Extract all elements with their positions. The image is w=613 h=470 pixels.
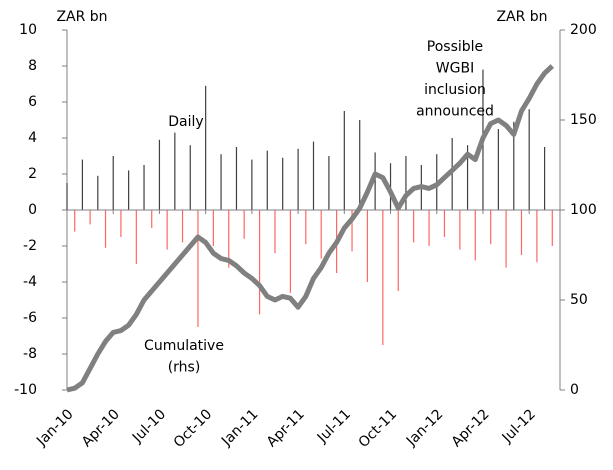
daily-bar (351, 210, 353, 252)
daily-bar (174, 132, 176, 210)
y-axis-label: ZAR bn (56, 9, 107, 25)
daily-bar (120, 210, 122, 237)
y-tick-label: -10 (14, 382, 37, 398)
daily-bar (181, 210, 184, 243)
daily-bar (312, 141, 315, 210)
daily-bar (112, 156, 114, 210)
y2-tick-label: 100 (570, 202, 597, 218)
annotation: Possible (427, 39, 483, 55)
daily-bar (520, 210, 523, 255)
daily-bar (189, 145, 191, 210)
daily-bar (382, 210, 384, 345)
annotation: (rhs) (168, 360, 201, 376)
daily-bar (282, 157, 284, 210)
daily-bar (374, 152, 376, 210)
y-tick-label: 6 (28, 94, 37, 110)
y2-tick-label: 200 (570, 22, 597, 38)
daily-bar (81, 159, 84, 210)
daily-bar (490, 210, 492, 245)
daily-bar (235, 147, 238, 210)
x-tick-label: Apr-10 (79, 406, 123, 450)
daily-bar (197, 210, 199, 327)
daily-bar (289, 210, 291, 293)
daily-bar (513, 121, 515, 210)
x-tick-label: Jan-11 (218, 406, 261, 449)
daily-bar (343, 111, 345, 210)
daily-bar (243, 210, 245, 239)
daily-bar (320, 210, 322, 259)
daily-bar (74, 210, 76, 232)
daily-bar (413, 210, 415, 243)
daily-bar (212, 210, 214, 246)
daily-bar (251, 159, 253, 210)
x-tick-label: Apr-12 (449, 406, 493, 450)
y-tick-label: -8 (23, 346, 37, 362)
y2-tick-label: 50 (570, 292, 588, 308)
daily-bar (220, 154, 222, 210)
daily-bar (89, 210, 91, 225)
daily-bar (97, 175, 99, 210)
daily-bar (266, 150, 268, 210)
x-tick-label: Oct-10 (171, 406, 216, 451)
daily-bar (328, 156, 330, 210)
y-tick-label: 0 (28, 202, 37, 218)
daily-bar (528, 109, 530, 210)
daily-bar (297, 148, 299, 210)
daily-bar (459, 210, 461, 250)
annotation: Cumulative (144, 338, 224, 354)
y-tick-label: 2 (28, 166, 37, 182)
y2-tick-label: 150 (570, 112, 597, 128)
daily-bar (428, 210, 430, 246)
daily-bar (543, 147, 546, 210)
x-tick-label: Jan-10 (33, 406, 76, 449)
daily-bar (151, 210, 153, 228)
daily-bar (305, 210, 307, 245)
x-tick-label: Jul-10 (129, 406, 169, 446)
y-tick-label: -4 (23, 274, 37, 290)
x-tick-label: Jan-12 (403, 406, 446, 449)
daily-bar (551, 210, 553, 246)
daily-bar (158, 139, 161, 210)
daily-bar (505, 210, 507, 268)
annotation: announced (416, 104, 494, 120)
daily-bar (128, 170, 130, 210)
daily-bar (66, 183, 68, 210)
x-tick-label: Jul-12 (499, 406, 539, 446)
y-tick-label: 4 (28, 130, 37, 146)
annotation: WGBI (436, 61, 474, 77)
y-tick-label: -6 (23, 310, 37, 326)
y2-axis-label: ZAR bn (496, 9, 547, 25)
x-tick-label: Oct-11 (356, 406, 401, 451)
daily-bar (228, 210, 230, 268)
daily-bar (135, 210, 137, 264)
y-tick-label: 10 (19, 22, 37, 38)
daily-bar (405, 156, 407, 210)
daily-bar (205, 85, 207, 210)
annotation: inclusion (424, 82, 486, 98)
daily-bar (258, 210, 261, 315)
x-tick-label: Jul-11 (314, 406, 354, 446)
cumulative-line (66, 64, 555, 393)
x-tick-label: Apr-11 (264, 406, 308, 450)
daily-bar (451, 138, 453, 210)
y-tick-label: -2 (23, 238, 37, 254)
daily-bar (143, 165, 145, 210)
daily-bar (274, 210, 276, 254)
y2-tick-label: 0 (570, 382, 579, 398)
annotation: Daily (168, 114, 203, 130)
daily-bar (389, 163, 392, 210)
daily-bar (497, 129, 499, 210)
daily-bar (166, 210, 168, 250)
daily-bar (104, 210, 107, 248)
daily-bar (397, 210, 399, 291)
daily-bar (474, 210, 476, 261)
daily-bar (359, 120, 361, 210)
daily-bar (536, 210, 538, 263)
y-tick-label: 8 (28, 58, 37, 74)
daily-bar (366, 210, 369, 282)
daily-bar (443, 210, 446, 237)
daily-bar (466, 145, 469, 210)
